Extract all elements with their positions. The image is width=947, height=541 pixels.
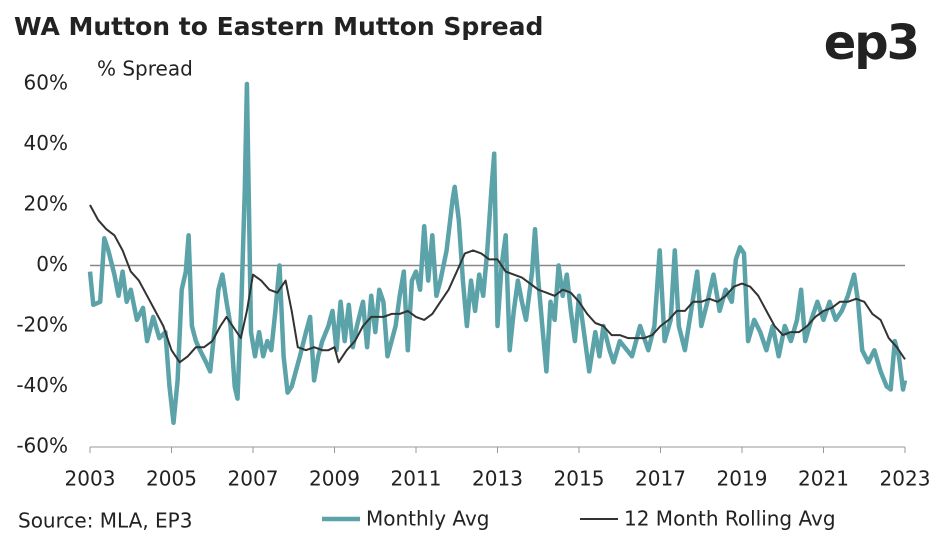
y-axis-label: % Spread: [97, 57, 193, 81]
x-tick-label: 2019: [717, 467, 768, 491]
x-tick-label: 2007: [228, 467, 279, 491]
x-tick-label: 2003: [65, 467, 116, 491]
chart-title: WA Mutton to Eastern Mutton Spread: [14, 12, 543, 41]
y-tick-label: 40%: [24, 131, 68, 155]
legend-label: 12 Month Rolling Avg: [624, 507, 836, 531]
y-tick-label: 20%: [24, 192, 68, 216]
x-tick-label: 2009: [309, 467, 360, 491]
x-tick-label: 2015: [554, 467, 605, 491]
legend-label: Monthly Avg: [366, 507, 489, 531]
x-tick-label: 2005: [146, 467, 197, 491]
y-tick-label: -40%: [16, 373, 68, 397]
source: Source: MLA, EP3: [18, 509, 192, 533]
logo: ep3: [824, 15, 918, 71]
series-line: [89, 204, 906, 364]
x-tick-label: 2011: [391, 467, 442, 491]
x-tick-label: 2013: [472, 467, 523, 491]
x-tick-label: 2021: [798, 467, 849, 491]
x-tick-label: 2017: [635, 467, 686, 491]
y-tick-label: -60%: [16, 434, 68, 458]
y-tick-label: 0%: [36, 252, 68, 276]
x-tick-label: 2023: [880, 467, 931, 491]
y-tick-label: -20%: [16, 313, 68, 337]
y-tick-label: 60%: [24, 71, 68, 95]
series-line: [87, 81, 908, 426]
